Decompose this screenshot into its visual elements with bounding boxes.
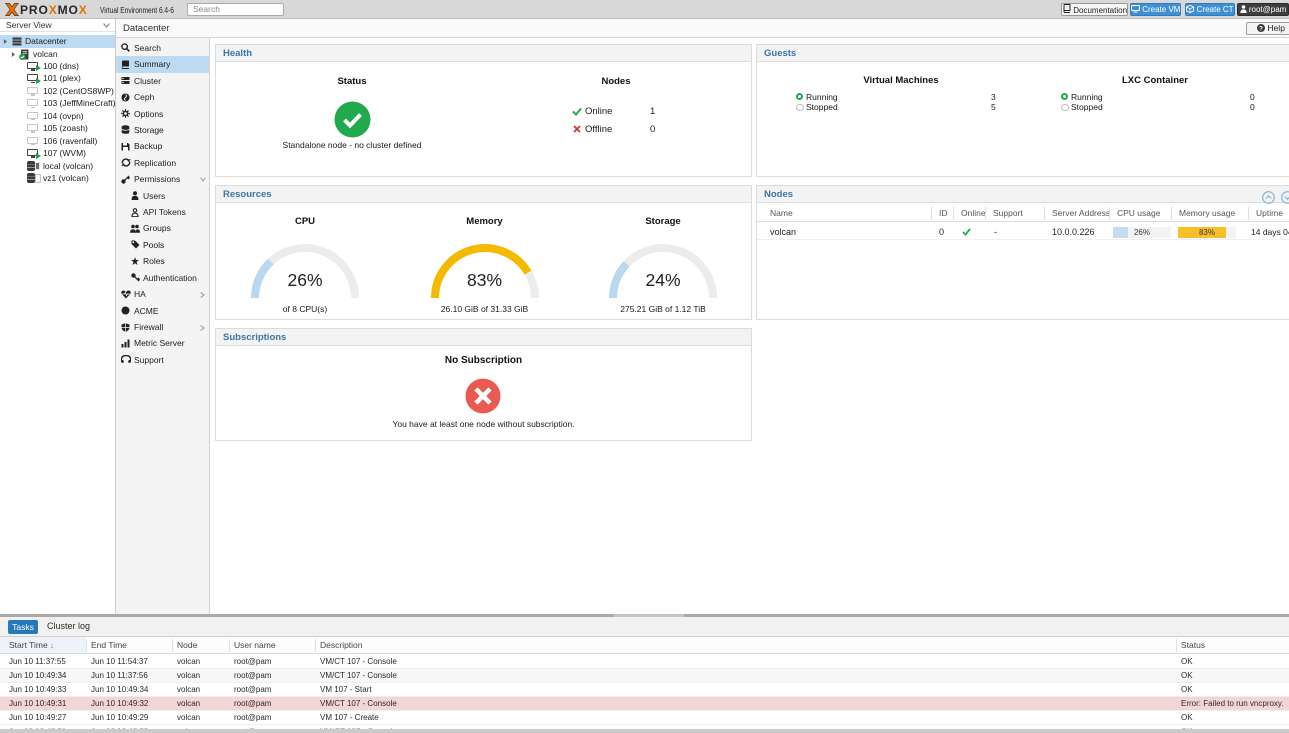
svg-text:?: ? — [1259, 25, 1263, 32]
